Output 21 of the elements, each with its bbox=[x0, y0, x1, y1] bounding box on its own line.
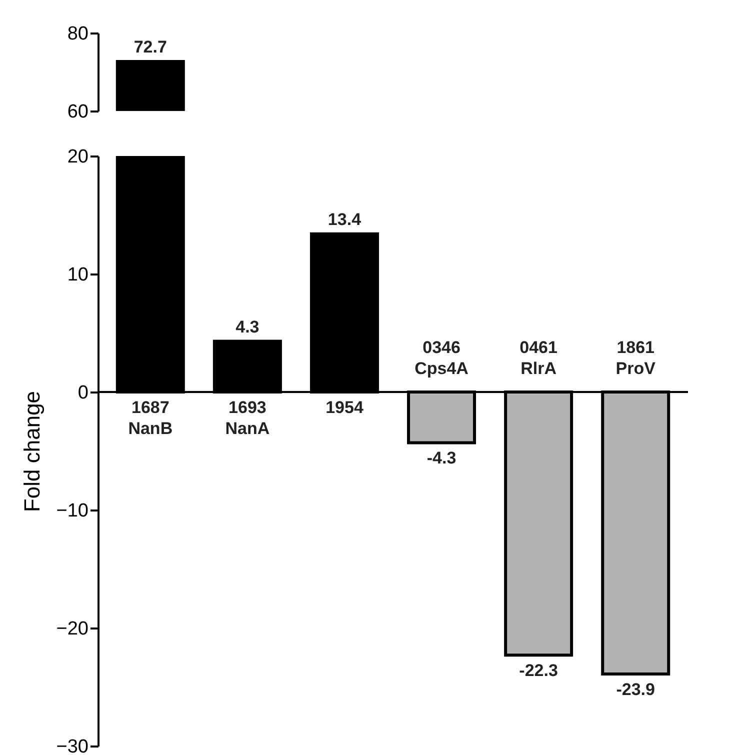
y-tick-label: −20 bbox=[56, 618, 88, 640]
data-label: -4.3 bbox=[426, 448, 456, 468]
x-tick-label: 1693 NanA bbox=[225, 398, 270, 438]
y-tick-label: −10 bbox=[56, 500, 88, 522]
x-tick-label: 1687 NanB bbox=[128, 398, 173, 438]
y-tick-label: 10 bbox=[67, 264, 88, 286]
y-tick-label: −30 bbox=[56, 736, 88, 755]
y-tick-label: 60 bbox=[67, 102, 88, 122]
data-label: 13.4 bbox=[328, 210, 362, 229]
y-axis-title: Fold change bbox=[19, 390, 44, 512]
data-label: -23.9 bbox=[616, 680, 655, 700]
x-tick-label: 0346 Cps4A bbox=[414, 338, 468, 378]
y-tick-label: 80 bbox=[67, 24, 88, 44]
x-tick-label: 1954 bbox=[326, 398, 364, 417]
y-tick-label: 20 bbox=[67, 146, 88, 168]
x-tick-label: 1861 ProV bbox=[616, 338, 656, 378]
data-label: -22.3 bbox=[519, 661, 558, 680]
y-tick-label: 0 bbox=[78, 382, 88, 404]
data-label: 4.3 bbox=[236, 317, 260, 336]
x-tick-label: 0461 RlrA bbox=[520, 338, 558, 378]
data-label: 72.7 bbox=[134, 37, 167, 56]
